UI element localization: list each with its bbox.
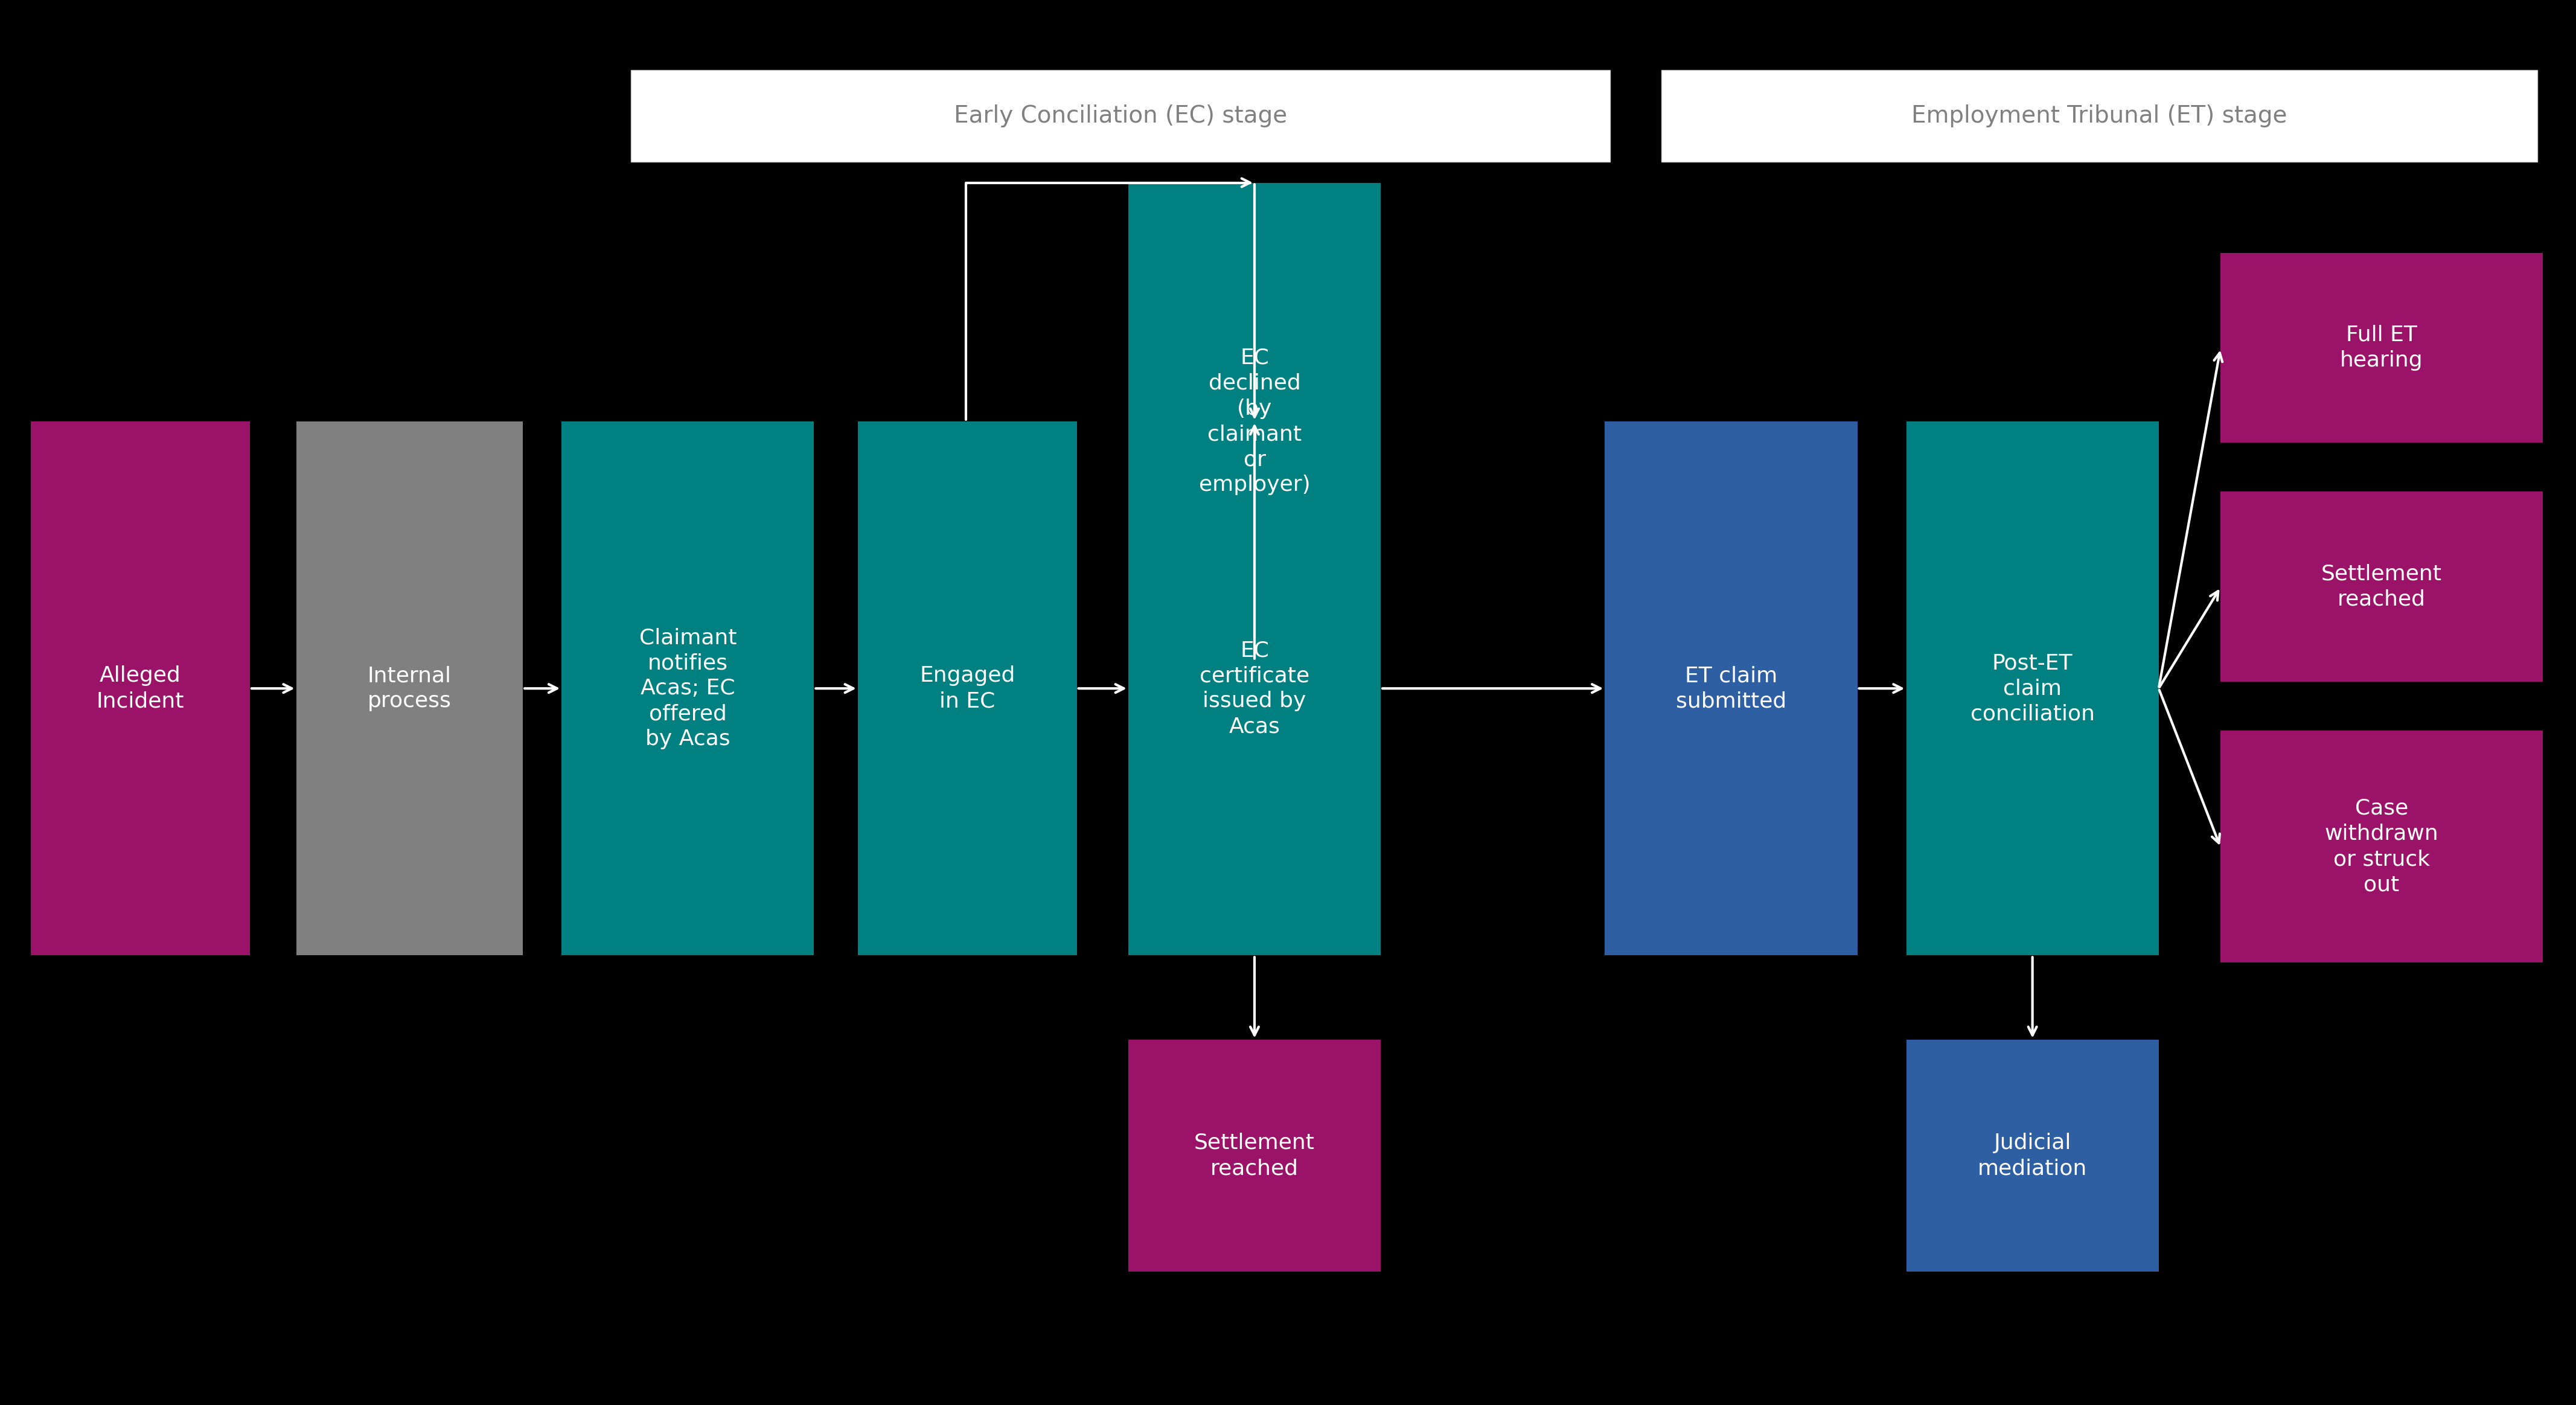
Text: Early Conciliation (EC) stage: Early Conciliation (EC) stage bbox=[953, 104, 1288, 128]
FancyBboxPatch shape bbox=[562, 422, 814, 955]
FancyBboxPatch shape bbox=[1128, 422, 1381, 955]
FancyBboxPatch shape bbox=[2221, 731, 2543, 962]
Text: EC
certificate
issued by
Acas: EC certificate issued by Acas bbox=[1200, 641, 1309, 736]
FancyBboxPatch shape bbox=[1605, 422, 1857, 955]
Text: Claimant
notifies
Acas; EC
offered
by Acas: Claimant notifies Acas; EC offered by Ac… bbox=[639, 628, 737, 749]
FancyBboxPatch shape bbox=[296, 422, 523, 955]
Text: EC
declined
(by
claimant
or
employer): EC declined (by claimant or employer) bbox=[1198, 347, 1311, 496]
FancyBboxPatch shape bbox=[631, 70, 1610, 162]
Text: Post-ET
claim
conciliation: Post-ET claim conciliation bbox=[1971, 653, 2094, 724]
Text: Full ET
hearing: Full ET hearing bbox=[2339, 325, 2424, 371]
FancyBboxPatch shape bbox=[1662, 70, 2537, 162]
FancyBboxPatch shape bbox=[1906, 1040, 2159, 1272]
FancyBboxPatch shape bbox=[1906, 422, 2159, 955]
FancyBboxPatch shape bbox=[1128, 183, 1381, 660]
Text: Settlement
reached: Settlement reached bbox=[2321, 563, 2442, 610]
FancyBboxPatch shape bbox=[1128, 1040, 1381, 1272]
Text: Engaged
in EC: Engaged in EC bbox=[920, 666, 1015, 711]
FancyBboxPatch shape bbox=[2221, 492, 2543, 681]
Text: Internal
process: Internal process bbox=[368, 666, 451, 711]
Text: Case
withdrawn
or struck
out: Case withdrawn or struck out bbox=[2324, 798, 2439, 895]
FancyBboxPatch shape bbox=[858, 422, 1077, 955]
Text: ET claim
submitted: ET claim submitted bbox=[1677, 666, 1785, 711]
Text: Settlement
reached: Settlement reached bbox=[1195, 1132, 1314, 1179]
FancyBboxPatch shape bbox=[2221, 253, 2543, 443]
Text: Judicial
mediation: Judicial mediation bbox=[1978, 1132, 2087, 1179]
Text: Employment Tribunal (ET) stage: Employment Tribunal (ET) stage bbox=[1911, 104, 2287, 128]
FancyBboxPatch shape bbox=[31, 422, 250, 955]
Text: Alleged
Incident: Alleged Incident bbox=[95, 666, 185, 711]
